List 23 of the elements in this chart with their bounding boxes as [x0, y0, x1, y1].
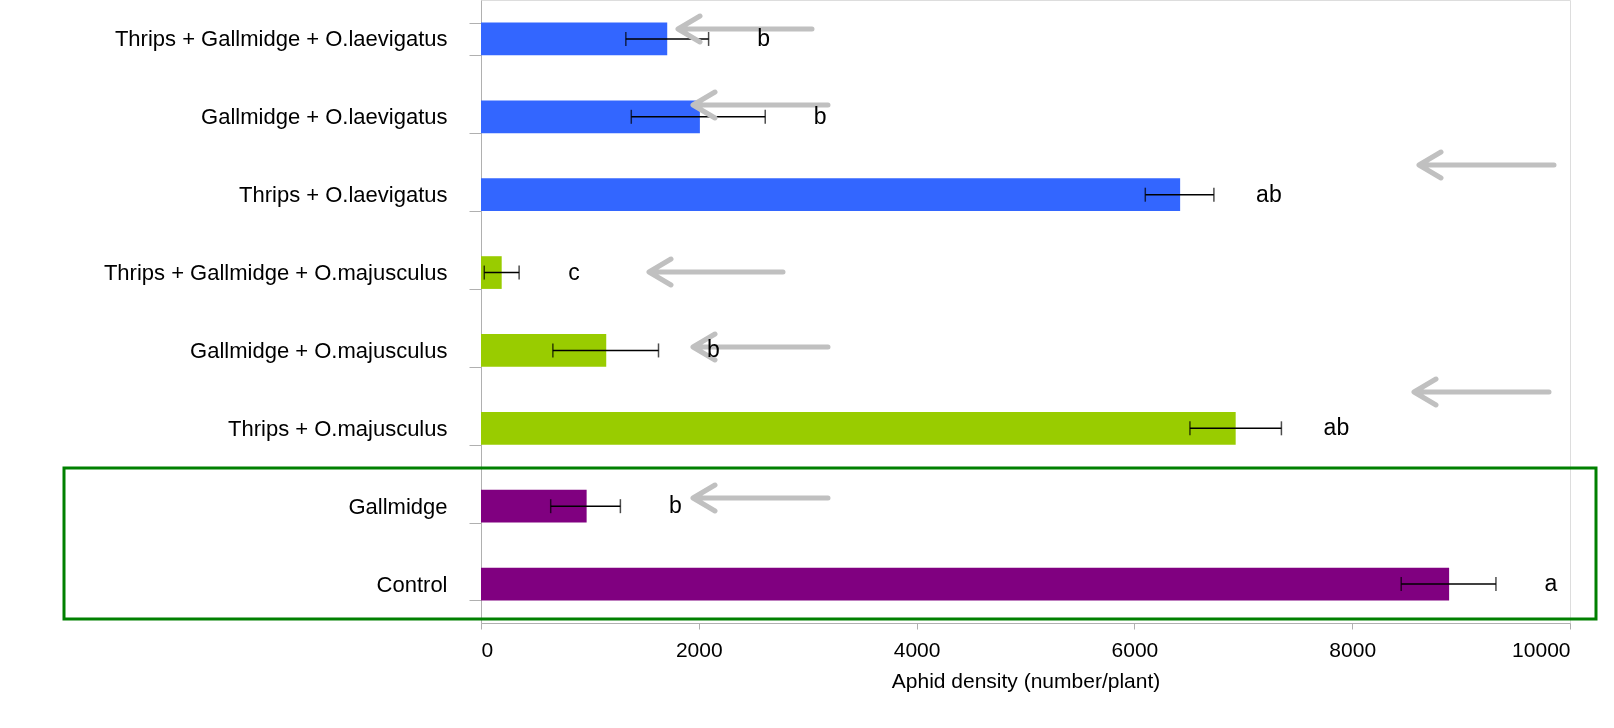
annotation: b [757, 24, 770, 51]
x-tick-label: 2000 [675, 637, 723, 661]
y-tick-label: Gallmidge [348, 493, 448, 519]
y-tick-label: Gallmidge + O.laevigatus [201, 104, 448, 130]
x-tick-label: 6000 [1111, 637, 1159, 661]
annotation: a [1544, 570, 1558, 597]
annotation: b [668, 492, 682, 519]
x-tick-label: 10000 [1512, 637, 1571, 661]
y-tick-label: Thrips + O.laevigatus [239, 182, 448, 208]
annotation: ab [1323, 414, 1350, 441]
annotation: ab [1256, 180, 1282, 207]
x-axis-title: Aphid density (number/plant) [891, 668, 1161, 692]
y-tick-label: Gallmidge + O.majusculus [190, 337, 448, 363]
y-tick-label: Control [376, 571, 448, 597]
annotation: b [707, 336, 720, 363]
x-tick-label: 0 [481, 637, 494, 661]
y-tick-label: Thrips + Gallmidge + O.laevigatus [114, 26, 448, 52]
y-tick-label: Thrips + O.majusculus [228, 415, 448, 441]
x-tick-label: 8000 [1329, 637, 1377, 661]
y-tick-label: Thrips + Gallmidge + O.majusculus [103, 260, 448, 286]
annotation: c [568, 258, 580, 285]
x-tick-label: 4000 [893, 637, 941, 661]
annotation: b [813, 102, 827, 129]
